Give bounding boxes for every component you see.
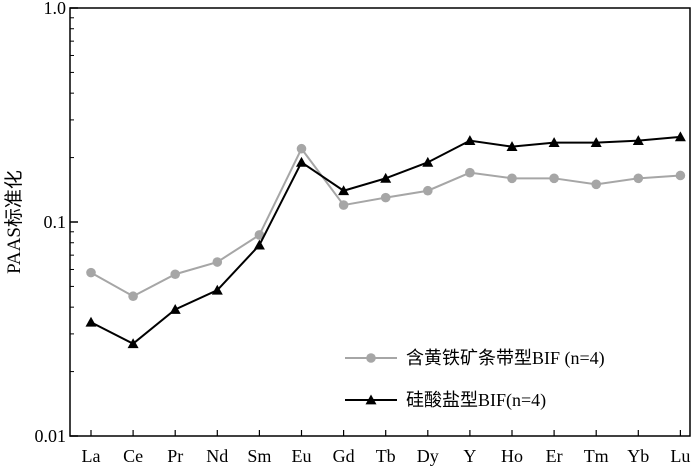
y-tick-label: 0.1 bbox=[44, 212, 67, 232]
data-point bbox=[465, 167, 475, 178]
data-point bbox=[127, 338, 139, 349]
series-1 bbox=[86, 143, 686, 302]
x-tick-label: Lu bbox=[670, 446, 690, 466]
x-tick-label: Ce bbox=[123, 446, 143, 466]
x-tick-label: Dy bbox=[417, 446, 439, 466]
legend-marker bbox=[365, 394, 377, 405]
data-point bbox=[507, 173, 517, 184]
legend-label: 硅酸盐型BIF(n=4) bbox=[406, 390, 546, 411]
data-point bbox=[296, 156, 307, 167]
data-point bbox=[675, 170, 686, 181]
data-point bbox=[422, 156, 434, 167]
data-point bbox=[253, 239, 265, 250]
data-point bbox=[380, 192, 391, 203]
x-tick-label: Tb bbox=[376, 446, 396, 466]
x-tick-label: Ho bbox=[501, 446, 523, 466]
data-point bbox=[423, 185, 433, 196]
x-tick-label: Pr bbox=[167, 446, 183, 466]
x-tick-label: Nd bbox=[206, 446, 228, 466]
data-point bbox=[380, 172, 392, 183]
data-point bbox=[548, 137, 560, 147]
data-point bbox=[590, 137, 602, 147]
x-tick-label: Er bbox=[546, 446, 563, 466]
data-point bbox=[338, 200, 349, 210]
x-tick-label: Tm bbox=[584, 446, 609, 466]
x-tick-label: Sm bbox=[247, 446, 271, 466]
data-point bbox=[169, 304, 181, 314]
data-point bbox=[632, 135, 644, 146]
series-2 bbox=[85, 131, 686, 349]
legend-marker bbox=[366, 353, 376, 363]
x-tick-label: Eu bbox=[292, 446, 312, 466]
data-point bbox=[170, 269, 180, 280]
data-point bbox=[212, 257, 223, 267]
y-axis-title: PAAS标准化 bbox=[3, 170, 25, 274]
y-tick-label: 0.01 bbox=[35, 426, 67, 446]
data-point bbox=[254, 230, 265, 240]
data-point bbox=[506, 141, 518, 152]
data-point bbox=[549, 173, 559, 184]
data-point bbox=[464, 135, 476, 146]
legend: 含黄铁矿条带型BIF (n=4) 硅酸盐型BIF(n=4) bbox=[345, 348, 605, 411]
series-layer bbox=[85, 131, 686, 349]
data-point bbox=[338, 185, 350, 196]
data-point bbox=[128, 291, 138, 302]
data-point bbox=[211, 284, 223, 295]
x-tick-label: La bbox=[82, 446, 101, 466]
data-point bbox=[633, 173, 644, 184]
data-point bbox=[591, 179, 601, 190]
plot-frame bbox=[69, 7, 691, 437]
x-tick-label: Y bbox=[463, 446, 476, 466]
data-point bbox=[86, 267, 96, 278]
data-point bbox=[296, 143, 307, 154]
x-tick-label: Gd bbox=[333, 446, 355, 466]
data-point bbox=[85, 316, 97, 327]
y-tick-label: 1.0 bbox=[44, 0, 67, 18]
legend-label: 含黄铁矿条带型BIF (n=4) bbox=[406, 348, 605, 369]
x-tick-label: Yb bbox=[627, 446, 649, 466]
data-point bbox=[674, 131, 686, 142]
x-axis: La Ce Pr Nd Sm Eu Gd Tb Dy Y Ho Er Tm Yb Lu bbox=[82, 430, 690, 466]
y-axis: 0.01 0.1 1.0 bbox=[35, 0, 78, 446]
